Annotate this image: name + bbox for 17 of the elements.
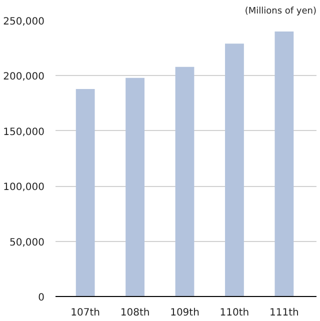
x-tick-label: 109th (170, 308, 200, 318)
y-tick-label: 250,000 (3, 16, 45, 28)
y-tick-label: 0 (38, 292, 45, 304)
bar (76, 88, 95, 296)
x-tick-label: 111th (270, 308, 299, 318)
bar (225, 44, 244, 296)
y-tick-label: 150,000 (3, 126, 45, 138)
x-tick-label: 107th (70, 308, 100, 318)
y-tick-label: 100,000 (3, 182, 45, 194)
text: (Millions of yen) (244, 6, 317, 16)
x-tick-label: 108th (120, 308, 150, 318)
x-tick-label: 110th (220, 308, 250, 318)
bar (274, 32, 294, 296)
y-tick-label: 200,000 (3, 72, 45, 83)
bar (126, 78, 144, 296)
bar (175, 66, 194, 296)
y-tick-label: 50,000 (10, 237, 45, 248)
